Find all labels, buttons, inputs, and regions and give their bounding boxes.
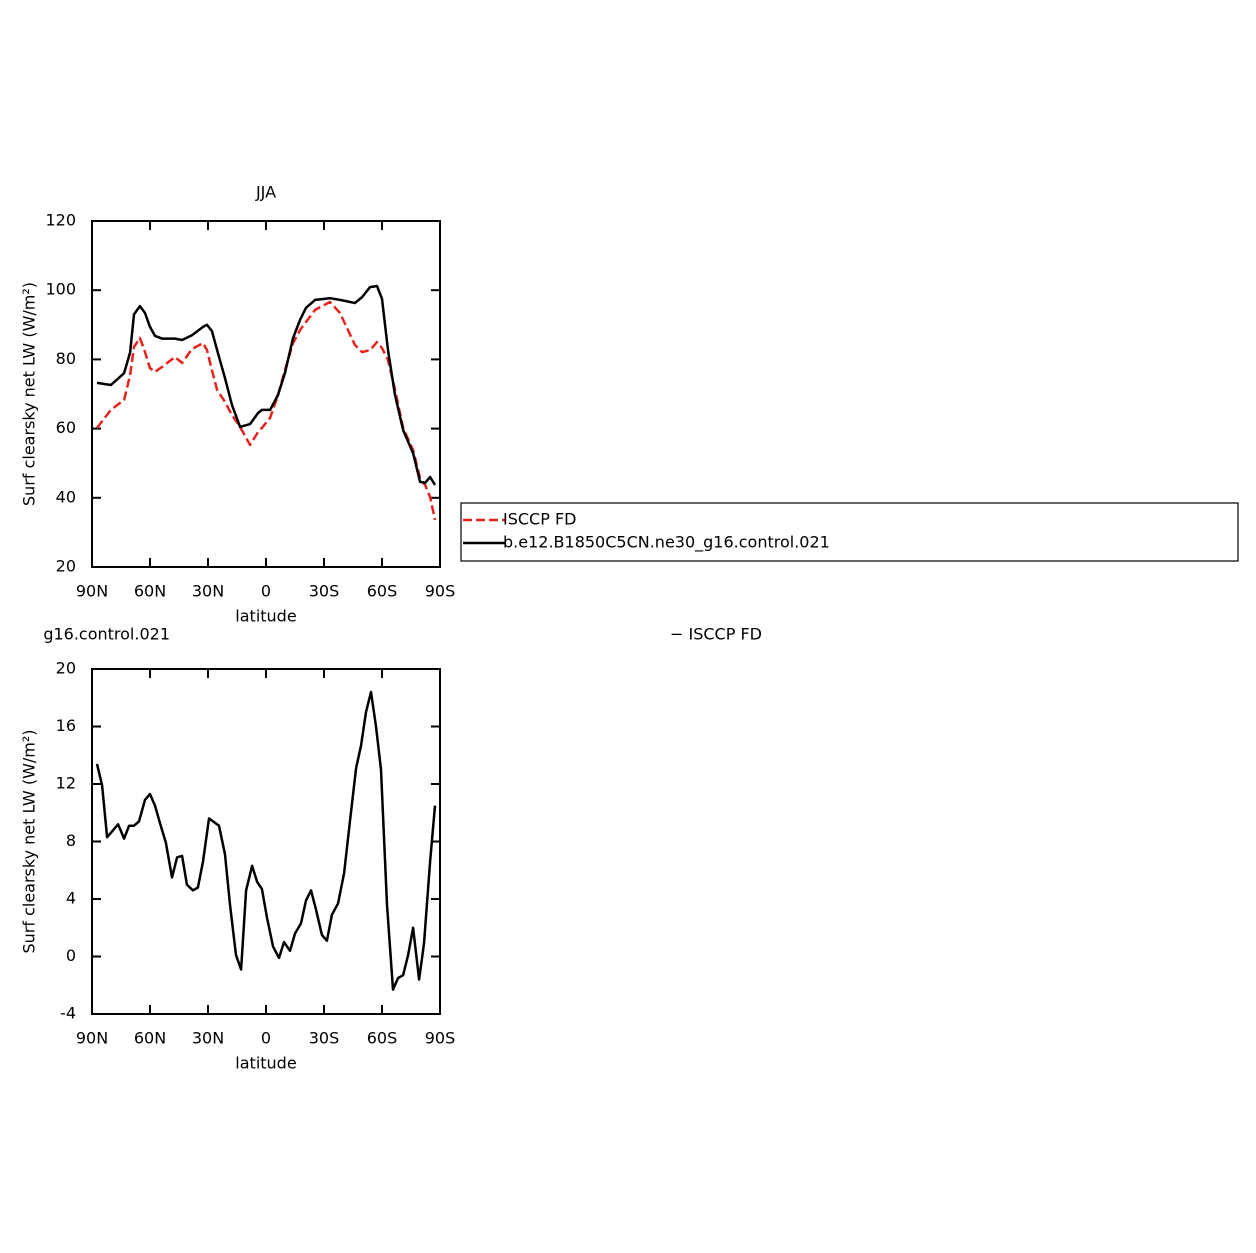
y-tick-label: 80 <box>56 349 76 368</box>
x-tick-label: 90N <box>76 582 108 601</box>
x-tick-label: 30N <box>192 582 224 601</box>
y-tick-label: -4 <box>60 1004 76 1023</box>
y-tick-label: 60 <box>56 418 76 437</box>
y-tick-label: 12 <box>56 774 76 793</box>
y-tick-label: 120 <box>45 211 76 230</box>
legend-label: ISCCP FD <box>503 510 576 529</box>
x-tick-label: 90S <box>425 1029 456 1048</box>
plot-frame <box>91 668 441 1015</box>
y-tick-label: 8 <box>66 831 76 850</box>
data-line <box>96 284 437 486</box>
x-axis-label: latitude <box>235 1054 296 1073</box>
x-tick-label: 30S <box>309 1029 340 1048</box>
y-axis-label: Surf clearsky net LW (W/m²) <box>20 282 39 506</box>
x-tick-label: 60N <box>134 1029 166 1048</box>
x-tick-label: 0 <box>261 582 271 601</box>
x-tick-label: 60N <box>134 582 166 601</box>
y-tick-label: 100 <box>45 280 76 299</box>
data-line <box>95 690 437 991</box>
x-tick-label: 30S <box>309 582 340 601</box>
x-axis-label: latitude <box>235 607 296 626</box>
y-tick-label: 0 <box>66 946 76 965</box>
chart-title: − ISCCP FD <box>670 625 762 644</box>
x-tick-label: 60S <box>367 582 398 601</box>
legend-label: b.e12.B1850C5CN.ne30_g16.control.021 <box>503 533 830 553</box>
x-tick-label: 0 <box>261 1029 271 1048</box>
x-tick-label: 30N <box>192 1029 224 1048</box>
legend-box <box>460 502 1239 562</box>
y-axis-label: Surf clearsky net LW (W/m²) <box>20 729 39 953</box>
x-tick-label: 90S <box>425 582 456 601</box>
y-tick-label: 4 <box>66 889 76 908</box>
chart-title: JJA <box>255 183 276 202</box>
x-tick-label: 90N <box>76 1029 108 1048</box>
y-tick-label: 40 <box>56 487 76 506</box>
data-line <box>96 300 437 521</box>
chart-title: g16.control.021 <box>43 625 170 644</box>
plot-frame <box>91 220 441 568</box>
y-tick-label: 20 <box>56 557 76 576</box>
y-tick-label: 20 <box>56 659 76 678</box>
x-tick-label: 60S <box>367 1029 398 1048</box>
y-tick-label: 16 <box>56 716 76 735</box>
